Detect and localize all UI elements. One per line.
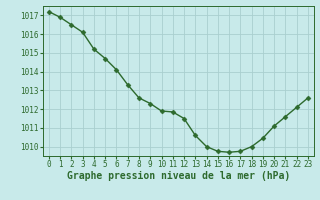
X-axis label: Graphe pression niveau de la mer (hPa): Graphe pression niveau de la mer (hPa): [67, 171, 290, 181]
